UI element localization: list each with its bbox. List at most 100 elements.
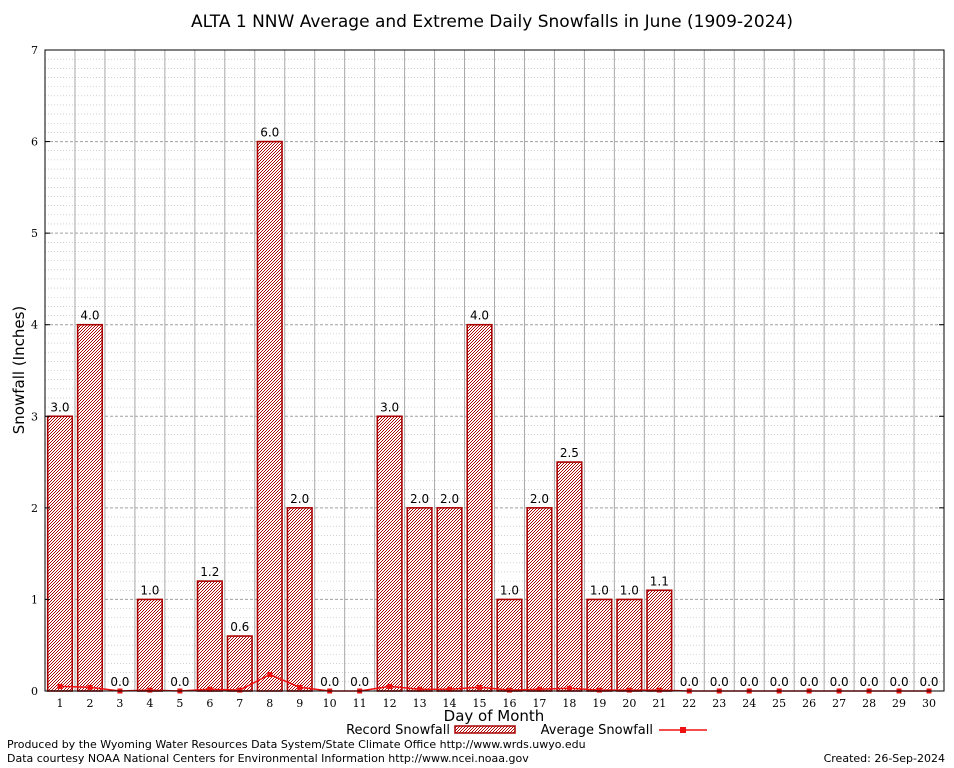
x-tick-label: 4 — [146, 697, 153, 710]
data-label-day-22: 0.0 — [680, 675, 699, 689]
average-marker-day-17 — [536, 686, 542, 692]
data-label-day-8: 6.0 — [260, 126, 279, 140]
x-tick-label: 29 — [892, 697, 906, 710]
x-tick-label: 22 — [682, 697, 696, 710]
record-bar-day-13 — [406, 507, 433, 692]
data-label-day-6: 1.2 — [200, 565, 219, 579]
x-tick-label: 5 — [176, 697, 183, 710]
x-tick-label: 3 — [116, 697, 123, 710]
data-label-day-29: 0.0 — [890, 675, 909, 689]
x-tick-label: 21 — [652, 697, 666, 710]
footer-created-date: Created: 26-Sep-2024 — [824, 752, 945, 765]
data-label-day-16: 1.0 — [500, 583, 519, 597]
record-bar-day-15 — [466, 323, 493, 692]
data-label-day-4: 1.0 — [140, 583, 159, 597]
data-label-day-18: 2.5 — [560, 446, 579, 460]
data-label-day-1: 3.0 — [50, 400, 69, 414]
data-label-day-26: 0.0 — [800, 675, 819, 689]
x-tick-label: 24 — [742, 697, 756, 710]
average-marker-day-1 — [57, 683, 63, 689]
y-tick-label: 3 — [31, 410, 38, 423]
footer-credit-line2: Data courtesy NOAA National Centers for … — [7, 752, 529, 765]
x-tick-label: 2 — [86, 697, 93, 710]
y-tick-label: 5 — [31, 227, 38, 240]
record-bar-day-4 — [136, 598, 163, 692]
data-label-day-20: 1.0 — [620, 583, 639, 597]
x-tick-label: 9 — [296, 697, 303, 710]
y-tick-label: 7 — [31, 44, 38, 57]
chart-title: ALTA 1 NNW Average and Extreme Daily Sno… — [191, 12, 793, 32]
x-tick-label: 26 — [802, 697, 816, 710]
average-marker-day-6 — [207, 686, 213, 692]
data-label-day-17: 2.0 — [530, 492, 549, 506]
bars-group — [46, 140, 673, 692]
data-label-day-7: 0.6 — [230, 620, 249, 634]
x-tick-label: 11 — [353, 697, 367, 710]
average-marker-day-9 — [297, 684, 303, 690]
x-tick-label: 1 — [56, 697, 63, 710]
data-label-day-21: 1.1 — [650, 574, 669, 588]
average-marker-day-18 — [566, 685, 572, 691]
footer-credit-line1: Produced by the Wyoming Water Resources … — [7, 738, 586, 751]
data-label-day-28: 0.0 — [860, 675, 879, 689]
data-label-day-11: 0.0 — [350, 675, 369, 689]
y-tick-label: 2 — [31, 502, 38, 515]
y-tick-label: 0 — [31, 685, 38, 698]
legend-average-label: Average Snowfall — [541, 723, 653, 738]
y-tick-label: 1 — [31, 593, 38, 606]
x-axis-title: Day of Month — [444, 707, 545, 725]
x-tick-label: 16 — [502, 697, 516, 710]
average-marker-day-20 — [626, 687, 632, 693]
average-marker-day-14 — [447, 686, 453, 692]
y-tick-label: 4 — [31, 319, 38, 332]
legend-average-marker — [680, 727, 686, 733]
x-tick-label: 20 — [622, 697, 636, 710]
data-label-day-30: 0.0 — [919, 675, 938, 689]
x-tick-label: 23 — [712, 697, 726, 710]
record-bar-day-17 — [526, 507, 553, 692]
x-tick-label: 17 — [532, 697, 546, 710]
data-label-day-19: 1.0 — [590, 583, 609, 597]
grid-lines — [45, 50, 944, 691]
record-bar-day-8 — [256, 140, 283, 692]
x-tick-label: 10 — [323, 697, 337, 710]
x-tick-label: 27 — [832, 697, 846, 710]
data-label-day-13: 2.0 — [410, 492, 429, 506]
data-label-day-23: 0.0 — [710, 675, 729, 689]
record-bar-day-18 — [556, 461, 583, 692]
data-label-day-9: 2.0 — [290, 492, 309, 506]
data-label-day-5: 0.0 — [170, 675, 189, 689]
average-marker-day-21 — [656, 687, 662, 693]
x-tick-label: 25 — [772, 697, 786, 710]
x-tick-label: 6 — [206, 697, 213, 710]
x-tick-label: 7 — [236, 697, 243, 710]
data-label-day-24: 0.0 — [740, 675, 759, 689]
record-bar-day-6 — [196, 580, 223, 692]
y-tick-label: 6 — [31, 136, 38, 149]
average-marker-day-19 — [596, 687, 602, 693]
data-labels-group: 3.0 4.0 0.0 1.0 0.0 1.2 0.6 6.0 2.0 0.0 0.0 3.0 2.0 2… — [50, 126, 938, 689]
data-label-day-3: 0.0 — [110, 675, 129, 689]
average-marker-day-16 — [506, 687, 512, 693]
record-bar-day-19 — [586, 598, 613, 692]
record-bar-day-12 — [376, 415, 403, 692]
record-bar-day-7 — [226, 635, 253, 692]
x-tick-label: 28 — [862, 697, 876, 710]
record-bar-day-16 — [496, 598, 523, 692]
y-axis-title: Snowfall (Inches) — [10, 306, 28, 434]
legend-record-label: Record Snowfall — [346, 723, 450, 738]
data-label-day-10: 0.0 — [320, 675, 339, 689]
record-bar-day-2 — [76, 323, 104, 692]
x-tick-label: 18 — [562, 697, 576, 710]
legend: Record Snowfall Average Snowfall — [346, 723, 707, 738]
data-label-day-2: 4.0 — [80, 309, 99, 323]
plot-frame — [44, 49, 945, 692]
average-marker-day-7 — [237, 687, 243, 693]
x-tick-label: 19 — [592, 697, 606, 710]
average-marker-day-4 — [147, 687, 153, 693]
record-bar-day-14 — [436, 507, 463, 692]
data-label-day-27: 0.0 — [830, 675, 849, 689]
average-marker-day-2 — [87, 684, 93, 690]
